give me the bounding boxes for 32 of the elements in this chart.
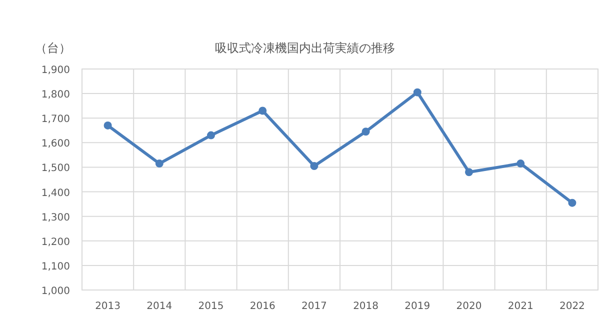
point [465, 168, 473, 176]
x-tick-label: 2013 [95, 301, 121, 312]
x-tick-label: 2021 [508, 301, 534, 312]
point [258, 106, 267, 115]
y-tick-label: 1,400 [41, 188, 70, 199]
y-tick-label: 1,900 [41, 65, 70, 76]
y-axis-title: （台） [35, 41, 71, 55]
x-tick-label: 2022 [559, 301, 585, 312]
y-tick-label: 1,200 [41, 236, 70, 248]
x-tick-label: 2018 [353, 301, 379, 312]
y-tick-label: 1,700 [41, 114, 70, 126]
point [104, 121, 112, 130]
x-tick-label: 2014 [146, 301, 172, 312]
x-tick-label: 2017 [301, 301, 327, 312]
x-tick-label: 2020 [456, 301, 482, 312]
x-tick-label: 2015 [198, 301, 224, 312]
chart-title: 吸収式冷凍機国内出荷実績の推移 [215, 41, 395, 55]
point [568, 198, 576, 207]
point [516, 160, 525, 168]
point [413, 88, 422, 96]
y-tick-label: 1,100 [41, 261, 70, 272]
point [207, 131, 215, 140]
point [155, 160, 164, 168]
y-tick-label: 1,300 [41, 212, 70, 224]
y-tick-label: 1,500 [41, 163, 70, 174]
point [362, 128, 370, 136]
point [310, 162, 318, 170]
y-tick-label: 1,800 [41, 90, 70, 101]
y-tick-label: 1,600 [41, 138, 70, 150]
y-tick-label: 1,000 [41, 286, 70, 297]
x-tick-label: 2016 [250, 301, 276, 312]
x-tick-label: 2019 [404, 301, 430, 312]
